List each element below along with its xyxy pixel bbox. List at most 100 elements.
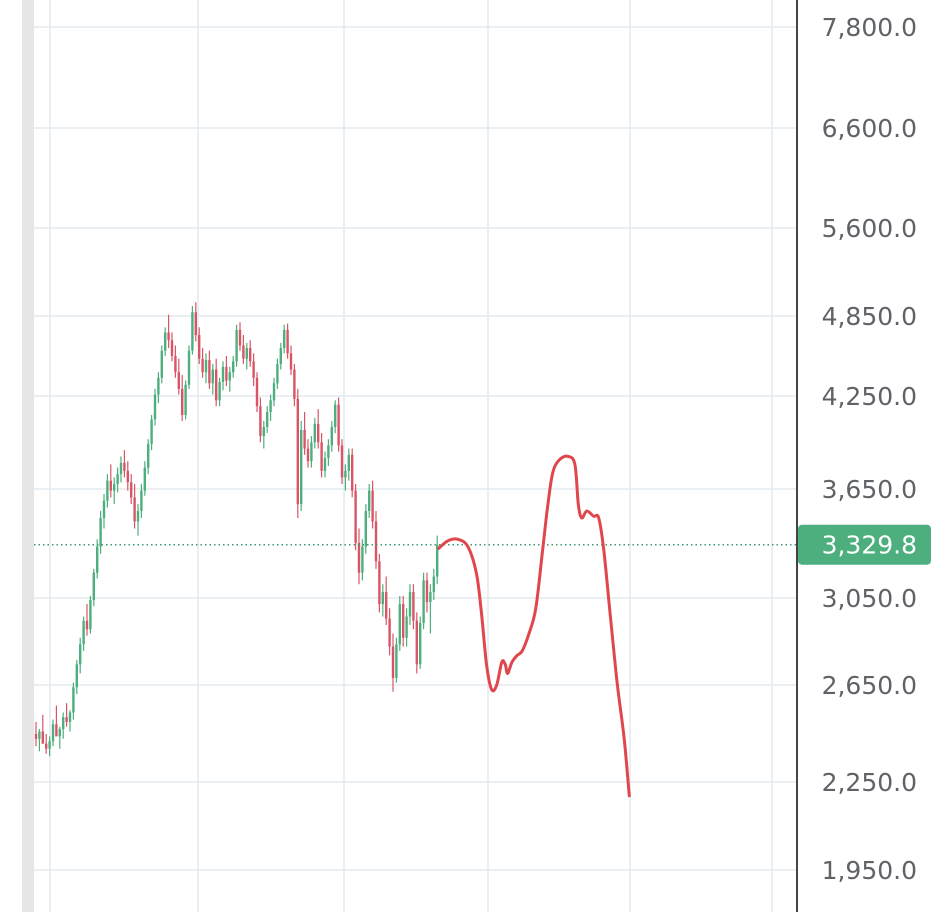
candle-body	[140, 490, 143, 512]
candle	[82, 616, 85, 651]
candle-body	[228, 372, 231, 381]
left-scroll-edge[interactable]	[22, 0, 34, 912]
candle-body	[133, 497, 136, 522]
candle-body	[123, 462, 126, 471]
candle-body	[289, 353, 293, 370]
candle	[368, 483, 371, 518]
candle-body	[194, 312, 197, 336]
candle	[388, 608, 391, 656]
trend-drawing[interactable]	[437, 454, 631, 798]
candle-body	[119, 462, 123, 475]
candle	[133, 483, 136, 529]
candle-body	[334, 404, 337, 427]
candle	[85, 604, 89, 636]
candle-body	[48, 741, 51, 749]
candle-body	[238, 329, 242, 346]
candle	[177, 358, 180, 395]
candle-body	[65, 717, 68, 722]
candle	[116, 467, 119, 493]
candle	[187, 345, 191, 389]
freehand-drawing-line[interactable]	[437, 454, 631, 798]
candle	[160, 345, 163, 384]
candle-body	[374, 521, 378, 562]
candle-body	[215, 369, 218, 401]
candle	[255, 372, 259, 413]
candle	[330, 420, 333, 452]
candle	[140, 483, 143, 518]
candle	[194, 302, 197, 342]
candle	[374, 511, 378, 569]
candle-body	[276, 364, 279, 384]
candle	[184, 380, 187, 420]
candle	[242, 335, 245, 365]
candle-body	[232, 361, 235, 373]
candle	[201, 348, 204, 378]
candle	[310, 436, 313, 468]
candle	[79, 637, 82, 674]
candle	[351, 448, 354, 498]
candle	[130, 474, 133, 505]
candle	[317, 409, 320, 449]
candle	[211, 364, 214, 395]
candle-body	[242, 345, 245, 359]
candle-body	[429, 592, 432, 603]
candle	[436, 535, 439, 585]
candle-body	[41, 731, 44, 744]
candle-body	[323, 457, 327, 471]
candle	[215, 358, 218, 407]
candle	[402, 596, 405, 647]
y-tick-label: 6,600.0	[822, 114, 917, 143]
candle	[65, 703, 68, 727]
candle-body	[96, 546, 99, 573]
price-axis-background	[797, 0, 933, 912]
candle-body	[109, 480, 112, 491]
candle-body	[75, 664, 78, 688]
price-badge-bg	[798, 524, 931, 565]
candle	[157, 372, 160, 404]
candle-body	[385, 592, 388, 619]
candle-body	[225, 366, 228, 381]
candle-body	[106, 480, 109, 501]
candle-body	[174, 356, 177, 373]
candle-body	[419, 622, 422, 665]
left-scroll-bar[interactable]	[22, 0, 34, 912]
candle	[204, 353, 208, 384]
candle-body	[371, 490, 374, 522]
candle-body	[313, 423, 316, 443]
candle	[371, 480, 374, 529]
candle-body	[191, 312, 194, 351]
candle	[378, 553, 381, 613]
candle-body	[38, 731, 41, 739]
price-axis[interactable]: 7,800.0 6,600.0 5,600.0 4,850.0 4,250.0 3,650…	[796, 0, 933, 912]
candle-body	[347, 454, 350, 471]
candle	[136, 504, 140, 536]
current-price-label: 3,329.8	[822, 531, 917, 560]
candle-body	[58, 729, 61, 737]
candle-body	[249, 348, 252, 362]
candle-body	[272, 383, 276, 401]
candle-body	[378, 561, 381, 605]
candle-body	[300, 429, 303, 505]
y-tick-label: 4,850.0	[822, 302, 917, 331]
candle	[266, 406, 269, 434]
candle-body	[184, 384, 187, 415]
candle-body	[208, 360, 211, 384]
candle	[102, 494, 106, 529]
candle-body	[51, 724, 55, 742]
candle-body	[68, 712, 72, 722]
candle	[347, 448, 350, 481]
candle	[364, 504, 367, 554]
candle-body	[357, 542, 361, 573]
candle	[208, 350, 211, 389]
candle-body	[143, 467, 146, 491]
y-tick-label: 2,250.0	[822, 768, 917, 797]
candle	[313, 417, 316, 449]
candle-body	[147, 443, 150, 468]
y-tick-label: 2,650.0	[822, 671, 917, 700]
candle	[415, 612, 418, 674]
candle-body	[177, 372, 180, 389]
candle-body	[286, 329, 289, 354]
candle-body	[405, 616, 408, 638]
candle-body	[198, 335, 201, 359]
